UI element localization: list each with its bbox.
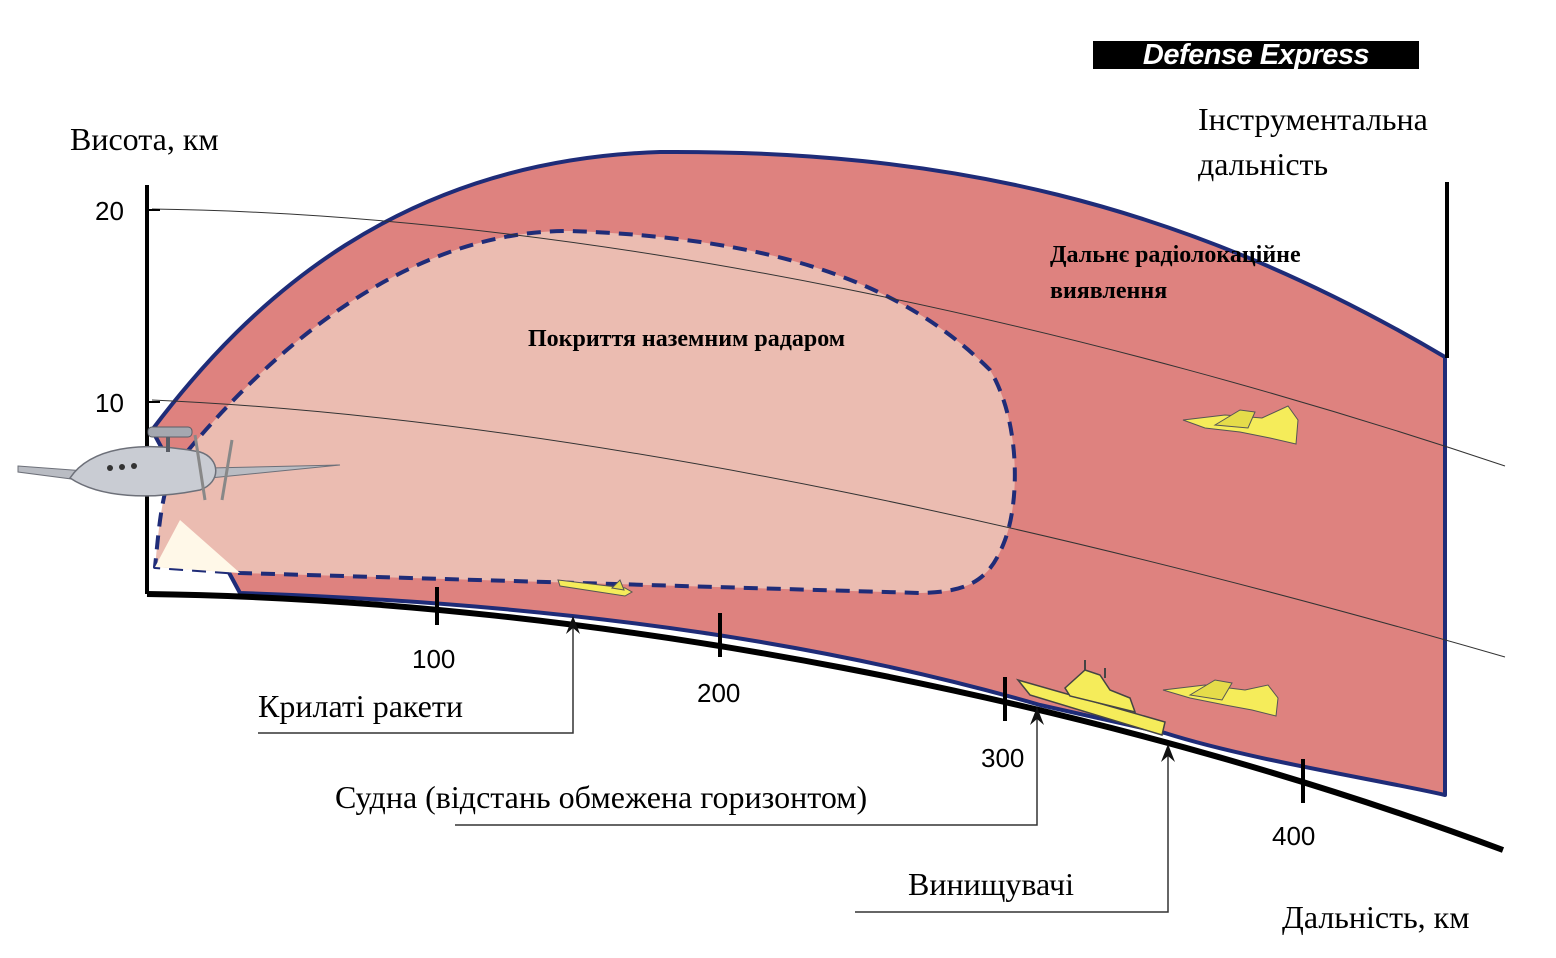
logo-text: Defense Express — [1142, 39, 1370, 71]
callout-ships: Судна (відстань обмежена горизонтом) — [335, 779, 867, 815]
altitude-curve-20km — [151, 208, 1506, 467]
logo: Defense Express — [1093, 39, 1419, 71]
callout-fighters: Винищувачі — [908, 866, 1074, 902]
fighter-jet-icon — [1182, 405, 1299, 445]
fighter-jet-icon-lower — [1162, 679, 1279, 717]
aew-zone-label-line1: Дальнє радіолокаційне — [1050, 242, 1301, 268]
x-tick-label-300: 300 — [981, 743, 1024, 773]
x-tick-label-100: 100 — [412, 644, 455, 674]
y-axis-label: Висота, км — [70, 121, 219, 157]
callout-arrow-missiles — [566, 616, 580, 634]
callout-line-ships — [455, 715, 1038, 826]
aew-zone-label-line2: виявлення — [1050, 278, 1167, 304]
x-axis-label: Дальність, км — [1282, 899, 1469, 935]
ground-curve-axis — [146, 591, 1505, 853]
x-tick-label-200: 200 — [697, 678, 740, 708]
callout-arrow-fighters — [1161, 744, 1175, 762]
callout-arrow-ships — [1030, 707, 1044, 725]
ground-radar-zone — [153, 228, 1017, 595]
callout-line-missiles — [258, 624, 574, 734]
y-tick-label-10: 10 — [95, 388, 124, 418]
instrumental-range-label-line1: Інструментальна — [1198, 101, 1428, 137]
cruise-missile-icon — [557, 579, 634, 597]
altitude-curve-10km — [151, 399, 1506, 658]
warship-icon — [1015, 660, 1166, 736]
instrumental-range-label-line2: дальність — [1198, 146, 1328, 182]
x-tick-label-400: 400 — [1272, 821, 1315, 851]
callout-cruise-missiles: Крилаті ракети — [258, 688, 463, 724]
blind-zone — [155, 520, 240, 573]
callout-line-fighters — [855, 752, 1169, 913]
y-tick-label-20: 20 — [95, 196, 124, 226]
ground-radar-label: Покриття наземним радаром — [528, 326, 845, 352]
aew-aircraft-icon — [17, 426, 341, 501]
